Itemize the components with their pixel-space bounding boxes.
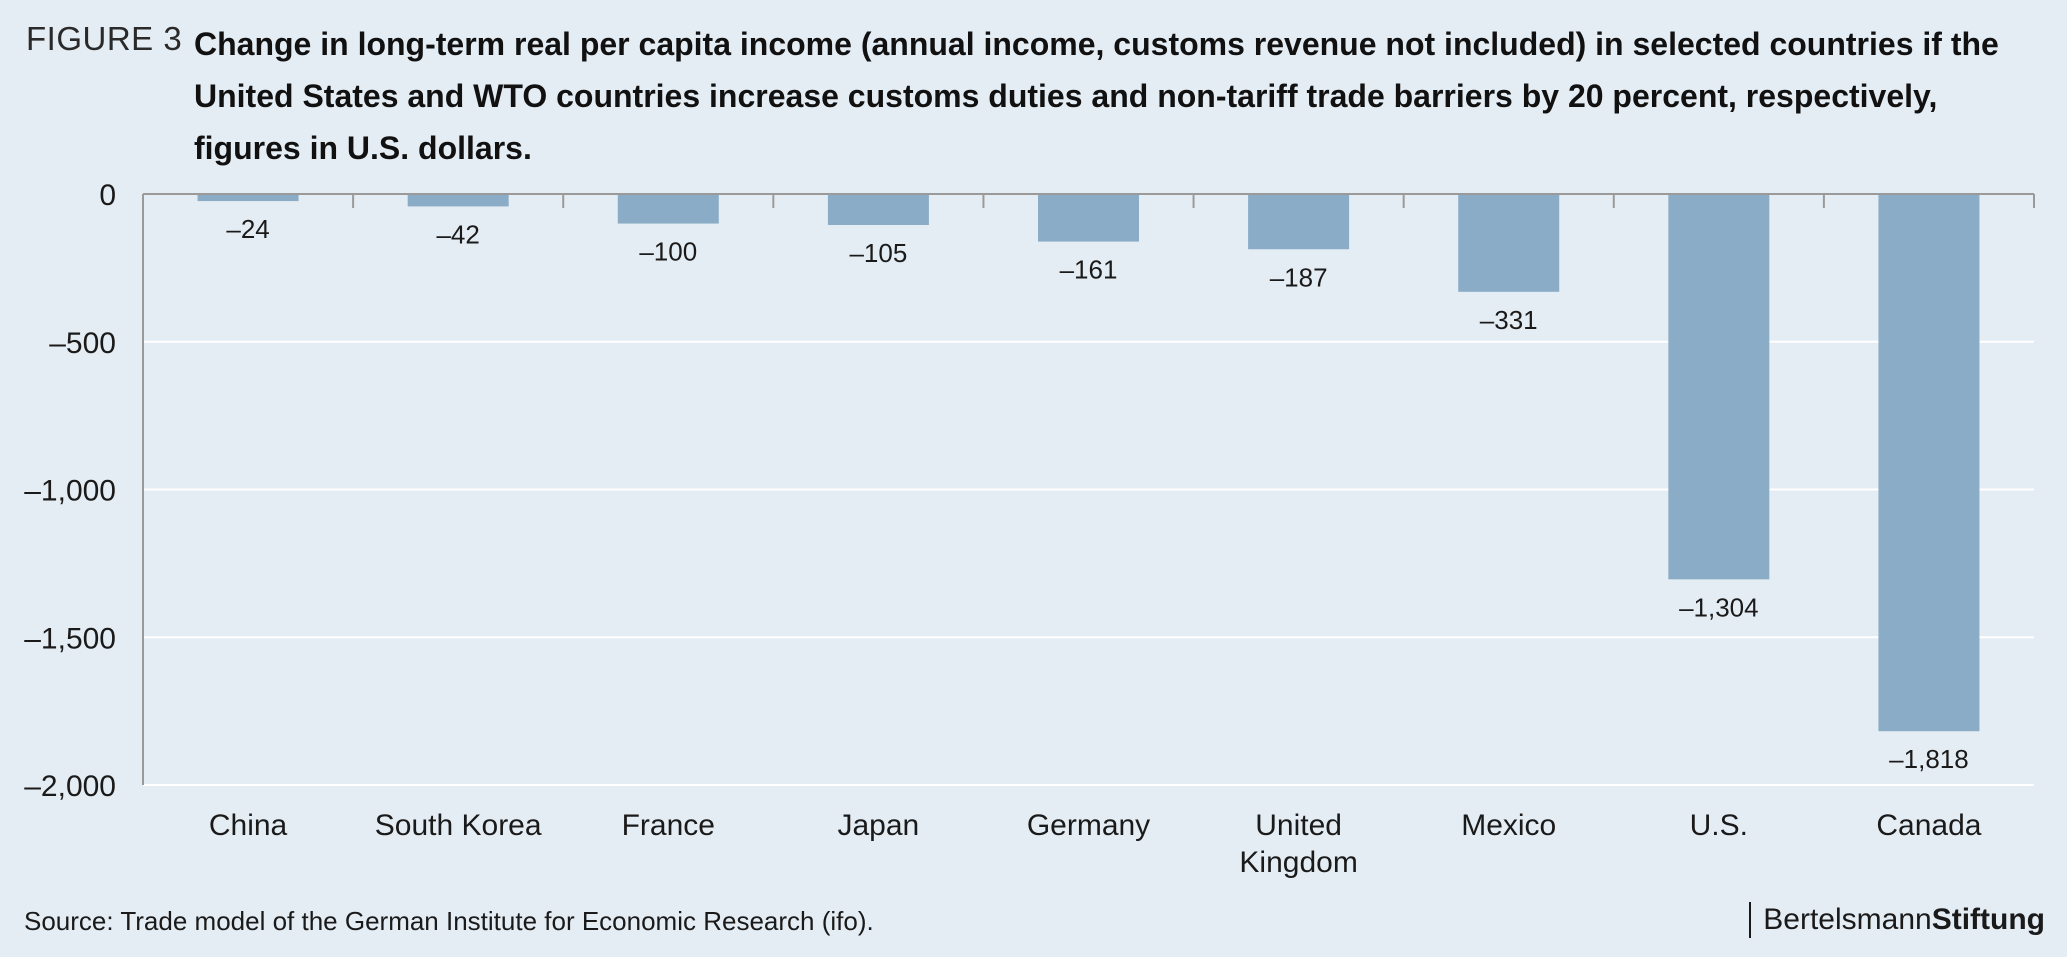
bar xyxy=(407,194,509,207)
brand-name-bold: Stiftung xyxy=(1931,903,2045,936)
bar xyxy=(617,194,719,224)
x-tick-label: United xyxy=(1255,809,1342,842)
brand-name-regular: Bertelsmann xyxy=(1763,903,1932,936)
brand-logo: Bertelsmann Stiftung xyxy=(1749,902,2045,938)
bar-chart: 0 –500 –1,000 –1,500 –2,000 –24 –42 –100 –105 –16… xyxy=(24,179,2035,879)
data-label: –1,818 xyxy=(1889,744,1969,774)
x-tick-label: Mexico xyxy=(1461,809,1556,842)
x-tick-label: Japan xyxy=(838,809,920,842)
bar xyxy=(1668,194,1770,580)
x-tick-label: China xyxy=(209,809,288,842)
data-label: –105 xyxy=(849,238,907,268)
bar xyxy=(1458,194,1560,292)
y-tick-label: –1,000 xyxy=(24,475,116,508)
bar xyxy=(1038,194,1139,242)
y-tick-label: –500 xyxy=(49,327,116,360)
source-note: Source: Trade model of the German Instit… xyxy=(24,906,874,936)
data-label: –331 xyxy=(1480,305,1538,335)
data-label: –42 xyxy=(436,219,479,249)
data-label: –187 xyxy=(1270,262,1328,292)
data-label: –161 xyxy=(1060,255,1118,285)
y-tick-label: –2,000 xyxy=(24,770,116,803)
bar xyxy=(197,194,299,202)
x-tick-label: Germany xyxy=(1027,809,1150,842)
bar xyxy=(1878,194,1980,732)
data-label: –24 xyxy=(226,214,269,244)
chart-title: Change in long-term real per capita inco… xyxy=(194,26,1999,166)
x-tick-label: Kingdom xyxy=(1239,846,1357,879)
figure-label: FIGURE 3 xyxy=(26,20,183,57)
bar xyxy=(1248,194,1350,250)
brand-divider xyxy=(1749,902,1752,938)
y-tick-label: –1,500 xyxy=(24,622,116,655)
x-tick-label: U.S. xyxy=(1690,809,1748,842)
bar xyxy=(827,194,929,226)
x-tick-label: France xyxy=(622,809,715,842)
x-tick-label: South Korea xyxy=(375,809,542,842)
data-label: –1,304 xyxy=(1679,592,1759,622)
y-tick-label: 0 xyxy=(99,179,116,212)
data-label: –100 xyxy=(639,237,697,267)
x-tick-label: Canada xyxy=(1876,809,1981,842)
